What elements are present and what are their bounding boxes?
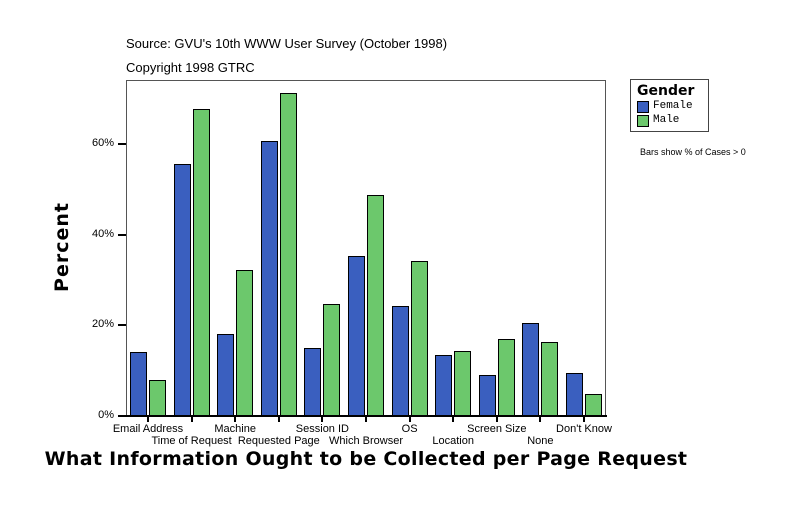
y-tick-label: 0% xyxy=(98,409,114,421)
source-text: Source: GVU's 10th WWW User Survey (Octo… xyxy=(126,36,448,51)
bar-male xyxy=(541,342,559,416)
x-axis-title: What Information Ought to be Collected p… xyxy=(44,448,688,470)
x-tick xyxy=(583,416,585,422)
bar-male xyxy=(454,351,472,416)
y-tick-40 xyxy=(118,234,126,236)
x-tick xyxy=(277,416,280,422)
x-tick xyxy=(495,416,498,422)
legend-label-male: Male xyxy=(653,114,680,126)
bar-female xyxy=(260,141,278,416)
x-tick-label: Machine xyxy=(214,423,256,435)
bar-male xyxy=(236,270,254,416)
x-tick-label: Time of Request xyxy=(151,435,232,447)
x-tick-label: Location xyxy=(432,435,474,447)
x-tick-label: None xyxy=(527,435,554,447)
female-swatch-icon xyxy=(637,101,649,113)
x-tick xyxy=(408,416,411,422)
male-swatch-icon xyxy=(637,115,649,127)
x-tick-label: Session ID xyxy=(295,423,349,435)
bar-female xyxy=(566,373,583,416)
x-tick xyxy=(452,416,455,422)
x-tick-label: Requested Page xyxy=(237,435,320,447)
bar-male xyxy=(323,304,341,416)
x-axis-line xyxy=(120,415,607,417)
x-tick xyxy=(190,416,193,422)
x-tick xyxy=(321,416,324,422)
bar-female xyxy=(478,375,496,416)
bar-female xyxy=(435,355,453,416)
y-axis-title: Percent xyxy=(51,202,73,292)
x-tick-label: Screen Size xyxy=(467,423,527,435)
y-tick-label: 20% xyxy=(91,318,114,330)
x-tick xyxy=(365,416,367,422)
legend-title: Gender xyxy=(637,83,695,99)
y-tick-0 xyxy=(118,415,126,417)
bar-male xyxy=(585,394,602,416)
legend: Gender Female Male xyxy=(630,79,709,132)
y-tick-60 xyxy=(118,143,126,145)
cases-note: Bars show % of Cases > 0 xyxy=(640,147,746,157)
x-tick-label: Don't Know xyxy=(556,423,612,435)
copyright-text: Copyright 1998 GTRC xyxy=(126,60,255,75)
bar-female xyxy=(391,306,409,416)
legend-label-female: Female xyxy=(653,100,693,112)
y-tick-label: 40% xyxy=(91,228,114,240)
bar-male xyxy=(367,195,384,416)
bar-male xyxy=(279,93,297,416)
bar-female xyxy=(130,352,147,416)
bar-female xyxy=(217,334,235,416)
bar-male xyxy=(149,380,166,416)
bar-male xyxy=(192,109,210,416)
x-tick xyxy=(234,416,237,422)
bar-male xyxy=(497,339,515,416)
bar-female xyxy=(173,164,191,416)
x-tick-label: Email Address xyxy=(112,423,184,435)
x-tick xyxy=(147,416,149,422)
bar-male xyxy=(410,261,428,416)
bar-female xyxy=(348,256,365,416)
bar-female xyxy=(522,323,540,416)
bar-female xyxy=(304,348,322,416)
y-tick-20 xyxy=(118,324,126,326)
x-tick xyxy=(539,416,542,422)
x-tick-label: OS xyxy=(401,423,418,435)
x-tick-label: Which Browser xyxy=(329,435,403,447)
y-tick-label: 60% xyxy=(91,137,114,149)
